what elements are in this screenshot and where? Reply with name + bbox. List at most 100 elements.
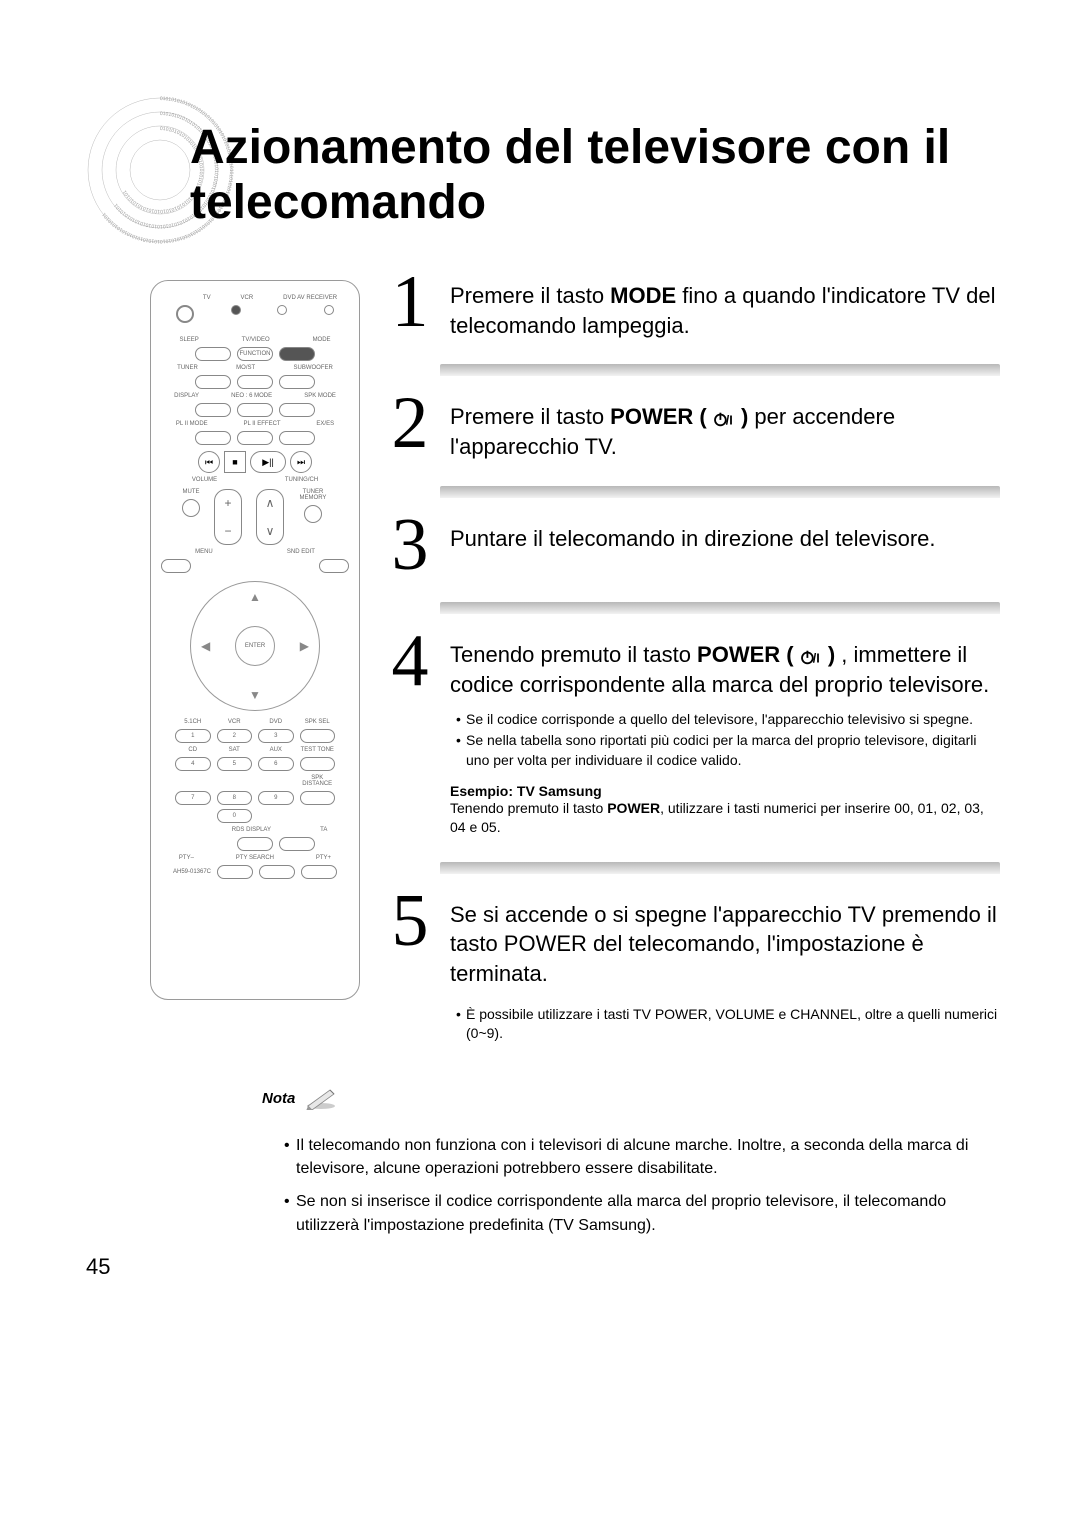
model-label: AH59-01367C	[173, 869, 211, 875]
remote-label: EX/ES	[316, 421, 334, 427]
remote-label: DISPLAY	[174, 393, 199, 399]
remote-button	[279, 837, 315, 851]
remote-button	[259, 865, 295, 879]
step-number: 5	[380, 888, 440, 955]
left-arrow-icon: ◀	[201, 639, 210, 653]
remote-button	[195, 347, 231, 361]
remote-label: PTY+	[316, 855, 331, 861]
mute-icon	[182, 499, 200, 517]
remote-label: VOLUME	[192, 477, 217, 483]
next-icon: ⏭	[290, 451, 312, 473]
remote-button	[195, 375, 231, 389]
remote-label: DVD	[258, 719, 294, 725]
bullet-item: Se non si inserisce il codice corrispond…	[284, 1190, 982, 1236]
play-pause-icon: ▶||	[250, 451, 286, 473]
num-button: 6	[258, 757, 294, 771]
enter-button: ENTER	[235, 626, 275, 666]
remote-button	[237, 375, 273, 389]
nota-section: Nota Il telecomando non funziona con i t…	[262, 1086, 982, 1247]
remote-label: TUNING/CH	[285, 477, 318, 483]
remote-button	[279, 375, 315, 389]
step-bullets: Se il codice corrisponde a quello del te…	[450, 710, 1000, 771]
led-icon	[324, 305, 334, 315]
num-button: 2	[217, 729, 253, 743]
remote-label: MO/ST	[236, 365, 255, 371]
bullet-item: Il telecomando non funziona con i televi…	[284, 1134, 982, 1180]
num-button: 7	[175, 791, 211, 805]
remote-label: PTY–	[179, 855, 194, 861]
step-bullets: È possibile utilizzare i tasti TV POWER,…	[450, 1005, 1000, 1044]
nota-label: Nota	[262, 1090, 295, 1107]
step-2: 2 Premere il tasto POWER ( /I ) per acce…	[380, 396, 1000, 461]
svg-text:/I: /I	[726, 413, 733, 427]
step-5: 5 Se si accende o si spegne l'apparecchi…	[380, 894, 1000, 1046]
remote-button	[319, 559, 349, 573]
step-divider	[440, 364, 1000, 376]
up-arrow-icon: ▲	[249, 590, 261, 604]
remote-label: VCR	[217, 719, 253, 725]
remote-label: PL II MODE	[176, 421, 208, 427]
remote-button	[237, 431, 273, 445]
num-button: 3	[258, 729, 294, 743]
example-label: Esempio: TV Samsung	[450, 783, 1000, 799]
step-text: Puntare il telecomando in direzione del …	[450, 524, 1000, 554]
step-number: 4	[380, 628, 440, 695]
nota-bullets: Il telecomando non funziona con i televi…	[262, 1134, 982, 1237]
down-arrow-icon: ▼	[249, 688, 261, 702]
remote-label: NEO : 6 MODE	[231, 393, 272, 399]
steps-list: 1 Premere il tasto MODE fino a quando l'…	[380, 275, 1000, 1070]
remote-label: VCR	[241, 295, 254, 301]
remote-label: PTY SEARCH	[236, 855, 274, 861]
remote-button	[237, 837, 273, 851]
remote-label: MODE	[313, 337, 331, 343]
remote-label: TEST TONE	[300, 747, 336, 753]
remote-label: RDS DISPLAY	[232, 827, 271, 833]
channel-rocker: ∧∨	[256, 489, 284, 545]
led-icon	[277, 305, 287, 315]
remote-button	[217, 865, 253, 879]
remote-label: SLEEP	[179, 337, 198, 343]
remote-label: SPK MODE	[304, 393, 336, 399]
remote-label: SUBWOOFER	[293, 365, 332, 371]
remote-label: SPK SEL	[300, 719, 336, 725]
step-number: 2	[380, 390, 440, 457]
power-icon: /I	[713, 410, 735, 428]
remote-label: TV	[203, 295, 211, 301]
step-3: 3 Puntare il telecomando in direzione de…	[380, 518, 1000, 579]
step-text: Premere il tasto POWER ( /I ) per accend…	[450, 402, 1000, 461]
remote-label: MENU	[195, 549, 213, 555]
remote-label: SND EDIT	[287, 549, 315, 555]
step-text: Premere il tasto MODE fino a quando l'in…	[450, 281, 1000, 340]
num-button: 4	[175, 757, 211, 771]
step-divider	[440, 486, 1000, 498]
num-button: 0	[217, 809, 253, 823]
remote-button	[300, 729, 336, 743]
remote-button	[279, 431, 315, 445]
remote-label: PL II EFFECT	[243, 421, 280, 427]
step-number: 1	[380, 269, 440, 336]
bullet-item: Se nella tabella sono riportati più codi…	[456, 731, 1000, 770]
step-text: Se si accende o si spegne l'apparecchio …	[450, 900, 1000, 989]
svg-text:/I: /I	[813, 651, 820, 665]
remote-label: 5.1CH	[175, 719, 211, 725]
remote-label: DVD AV RECEIVER	[283, 295, 337, 301]
step-text: Tenendo premuto il tasto POWER ( /I ) , …	[450, 640, 1000, 699]
volume-rocker: +−	[214, 489, 242, 545]
num-button: 9	[258, 791, 294, 805]
remote-label: CD	[175, 747, 211, 753]
remote-button	[195, 431, 231, 445]
page-title: Azionamento del televisore con il teleco…	[190, 120, 1010, 230]
step-1: 1 Premere il tasto MODE fino a quando l'…	[380, 275, 1000, 340]
bullet-item: Se il codice corrisponde a quello del te…	[456, 710, 1000, 730]
step-number: 3	[380, 512, 440, 579]
remote-button	[279, 347, 315, 361]
step-4: 4 Tenendo premuto il tasto POWER ( /I ) …	[380, 634, 1000, 837]
memory-button	[304, 505, 322, 523]
remote-label: AUX	[258, 747, 294, 753]
pencil-icon	[304, 1086, 338, 1110]
remote-button	[300, 757, 336, 771]
remote-label: SPK DISTANCE	[300, 775, 336, 787]
stop-icon: ■	[224, 451, 246, 473]
remote-label: TV/VIDEO	[242, 337, 270, 343]
led-icon	[231, 305, 241, 315]
